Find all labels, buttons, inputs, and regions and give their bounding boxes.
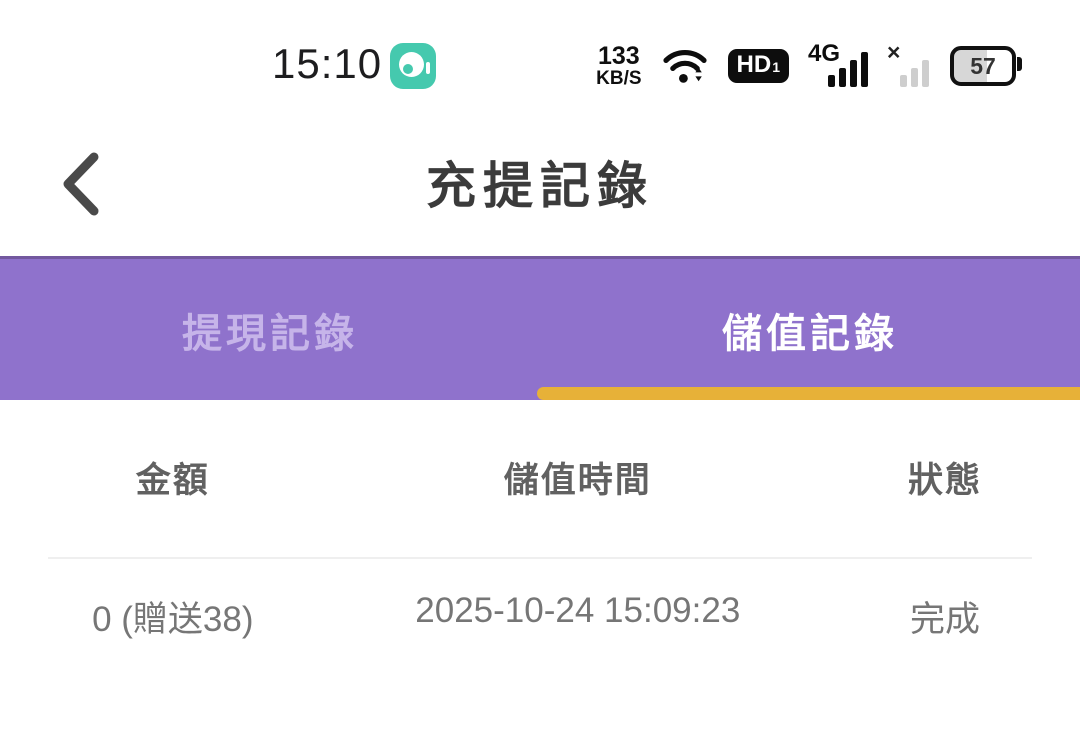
tab-bar: 提現記錄 儲值記錄 xyxy=(0,256,1080,400)
signal-bars-sim2 xyxy=(900,60,929,87)
table-header-row: 金額 儲值時間 狀態 xyxy=(0,452,1080,503)
active-tab-indicator xyxy=(537,387,1080,400)
cell-deposit-time: 2025-10-24 15:09:23 xyxy=(415,591,741,630)
hd-voice-icon: HD 1 xyxy=(727,49,789,83)
app-icon-dot xyxy=(403,64,413,74)
battery-level: 57 xyxy=(970,52,996,79)
notification-app-icon xyxy=(390,43,436,89)
battery-nub xyxy=(1017,57,1022,71)
column-header-status: 狀態 xyxy=(907,461,982,500)
tab-deposit-label: 儲值記錄 xyxy=(722,311,898,356)
table-row: 0 (贈送38) 2025-10-24 15:09:23 完成 xyxy=(0,591,1080,642)
cell-amount: 0 (贈送38) xyxy=(92,600,254,639)
cellular-signal-sim2-icon: × xyxy=(887,39,931,90)
battery-icon: 57 xyxy=(950,46,1022,86)
cell-status: 完成 xyxy=(909,600,980,639)
status-icons-group: 133 KB/S HD 1 4G × xyxy=(596,38,1022,94)
page-title: 充提記錄 xyxy=(426,158,654,214)
network-speed-indicator: 133 KB/S xyxy=(596,41,642,90)
column-header-amount: 金額 xyxy=(135,461,210,500)
page-header: 充提記錄 xyxy=(0,108,1080,256)
hd-sub-label: 1 xyxy=(772,59,780,75)
network-speed-unit: KB/S xyxy=(596,68,642,90)
status-time: 15:10 xyxy=(272,40,383,87)
signal-bars-sim1 xyxy=(828,52,868,87)
app-icon-mark xyxy=(426,62,430,74)
tab-withdrawal-label: 提現記錄 xyxy=(182,311,358,356)
row-divider xyxy=(48,557,1032,559)
hd-label: HD xyxy=(736,51,772,78)
status-bar: 15:10 133 KB/S HD 1 4G xyxy=(0,0,1080,108)
back-button[interactable] xyxy=(54,150,114,218)
no-signal-mark: × xyxy=(887,39,901,65)
tab-deposit-records[interactable]: 儲值記錄 xyxy=(537,259,1080,400)
network-speed-value: 133 xyxy=(597,41,640,70)
column-header-deposit-time: 儲值時間 xyxy=(503,461,652,500)
records-table: 金額 儲值時間 狀態 0 (贈送38) 2025-10-24 15:09:23 … xyxy=(0,400,1080,642)
wifi-icon xyxy=(662,49,707,83)
network-type-label: 4G xyxy=(808,40,841,67)
back-chevron-icon xyxy=(63,152,99,216)
cellular-signal-sim1-icon: 4G xyxy=(808,42,868,90)
tab-withdrawal-records[interactable]: 提現記錄 xyxy=(0,259,540,400)
